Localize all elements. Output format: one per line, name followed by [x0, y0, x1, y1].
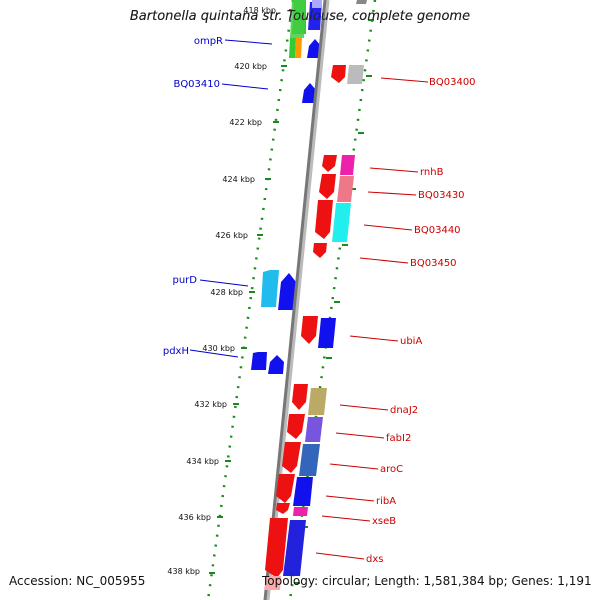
gene-label-dxs[interactable]: dxs [366, 554, 383, 565]
reverse-gene-arrow[interactable] [251, 352, 267, 370]
forward-gene-arrow[interactable] [313, 243, 327, 258]
forward-gene-arrow[interactable] [276, 503, 290, 514]
gene-label-xseB[interactable]: xseB [372, 516, 396, 527]
forward-gene-arrow[interactable] [301, 316, 318, 344]
forward-gene-arrow[interactable] [265, 518, 288, 578]
accession-text: Accession: NC_005955 [9, 574, 146, 588]
reverse-gene-arrow[interactable] [308, 2, 322, 30]
callout-line [335, 432, 385, 439]
forward-gene-arrow[interactable] [293, 507, 308, 516]
scale-label: 424 kbp [222, 175, 255, 184]
reverse-gene-arrow[interactable] [278, 273, 296, 310]
callout-line [369, 167, 419, 173]
reverse-gene-arrow[interactable] [261, 270, 279, 307]
gene-label-aroC[interactable]: aroC [380, 464, 403, 475]
forward-gene-arrow[interactable] [292, 384, 308, 410]
callout-line [221, 83, 269, 90]
forward-gene-arrow[interactable] [276, 474, 295, 503]
gene-label-fabI2[interactable]: fabI2 [386, 433, 411, 444]
forward-gene-callouts [315, 77, 429, 560]
forward-gene-arrow[interactable] [264, 576, 281, 590]
left-guide-track [206, 0, 295, 600]
scale-label: 438 kbp [167, 567, 200, 576]
genome-backbone-shadow [264, 0, 330, 600]
forward-gene-arrow[interactable] [315, 200, 333, 239]
callout-line [349, 335, 399, 342]
gene-label-ompR[interactable]: ompR [194, 36, 223, 47]
callout-line [199, 279, 249, 287]
reverse-gene-callouts [189, 39, 273, 358]
gene-label-ubiA[interactable]: ubiA [400, 336, 422, 347]
forward-gene-arrow[interactable] [287, 414, 305, 439]
genome-backbone [263, 0, 327, 600]
forward-gene-arrow[interactable] [293, 477, 313, 506]
reverse-gene-arrow[interactable] [307, 39, 321, 58]
scale-label: 418 kbp [243, 6, 276, 15]
forward-strand-genes [264, 0, 367, 590]
forward-gene-arrow[interactable] [340, 155, 355, 175]
callout-line [359, 257, 409, 264]
forward-gene-arrow[interactable] [283, 520, 306, 576]
gene-label-rnhB[interactable]: rnhB [420, 167, 444, 178]
reverse-gene-arrow[interactable] [268, 355, 284, 374]
reverse-gene-arrow[interactable] [302, 83, 316, 103]
reverse-gene-arrow[interactable] [312, 0, 322, 8]
callout-line [321, 515, 371, 522]
forward-gene-labels: BQ03400 rnhB BQ03430 BQ03440 BQ03450 ubi… [366, 77, 476, 565]
gene-label-BQ03440[interactable]: BQ03440 [414, 225, 461, 236]
scale-label: 420 kbp [234, 62, 267, 71]
callout-line [363, 224, 413, 231]
forward-gene-arrow[interactable] [299, 444, 320, 476]
callout-line [339, 404, 389, 411]
gene-label-BQ03410[interactable]: BQ03410 [173, 79, 220, 90]
callout-line [325, 495, 375, 502]
scale-label: 436 kbp [178, 513, 211, 522]
callout-line [315, 552, 365, 560]
reverse-gene-arrow[interactable] [290, 0, 306, 38]
gene-label-dnaJ2[interactable]: dnaJ2 [390, 405, 418, 416]
reverse-gene-labels: ompR BQ03410 purD pdxH [163, 36, 223, 357]
topology-text: Topology: circular; Length: 1,581,384 bp… [262, 574, 592, 588]
callout-line [329, 463, 379, 470]
forward-gene-arrow[interactable] [308, 388, 327, 415]
reverse-strand-genes [251, 0, 322, 374]
scale-labels: 418 kbp 420 kbp 422 kbp 424 kbp 426 kbp … [167, 6, 276, 576]
forward-gene-arrow[interactable] [332, 203, 351, 242]
callout-line [189, 349, 239, 358]
scale-label: 426 kbp [215, 231, 248, 240]
gene-label-pdxH[interactable]: pdxH [163, 346, 189, 357]
forward-gene-arrow[interactable] [356, 0, 367, 4]
callout-line [367, 191, 417, 196]
gene-label-BQ03450[interactable]: BQ03450 [410, 258, 457, 269]
forward-gene-arrow[interactable] [282, 442, 301, 473]
reverse-gene-arrow[interactable] [295, 38, 302, 58]
reverse-gene-arrow[interactable] [289, 38, 296, 58]
forward-gene-arrow[interactable] [318, 318, 336, 348]
scale-label: 428 kbp [210, 288, 243, 297]
forward-gene-arrow[interactable] [319, 174, 336, 199]
forward-gene-arrow[interactable] [347, 65, 364, 84]
map-title: Bartonella quintana str. Toulouse, compl… [129, 9, 471, 24]
gene-label-ribA[interactable]: ribA [376, 496, 396, 507]
scale-label: 430 kbp [202, 344, 235, 353]
callout-line [380, 77, 429, 83]
gene-label-BQ03400[interactable]: BQ03400 [429, 77, 476, 88]
callout-line [224, 39, 273, 45]
right-guide-track [288, 0, 377, 600]
forward-gene-arrow[interactable] [305, 417, 323, 442]
forward-gene-arrow[interactable] [337, 176, 354, 202]
gene-label-BQ03430[interactable]: BQ03430 [418, 190, 465, 201]
gene-label-purD[interactable]: purD [173, 275, 198, 286]
scale-label: 422 kbp [229, 118, 262, 127]
scale-label: 434 kbp [186, 457, 219, 466]
forward-gene-arrow[interactable] [331, 65, 346, 83]
scale-label: 432 kbp [194, 400, 227, 409]
forward-gene-arrow[interactable] [322, 155, 337, 172]
